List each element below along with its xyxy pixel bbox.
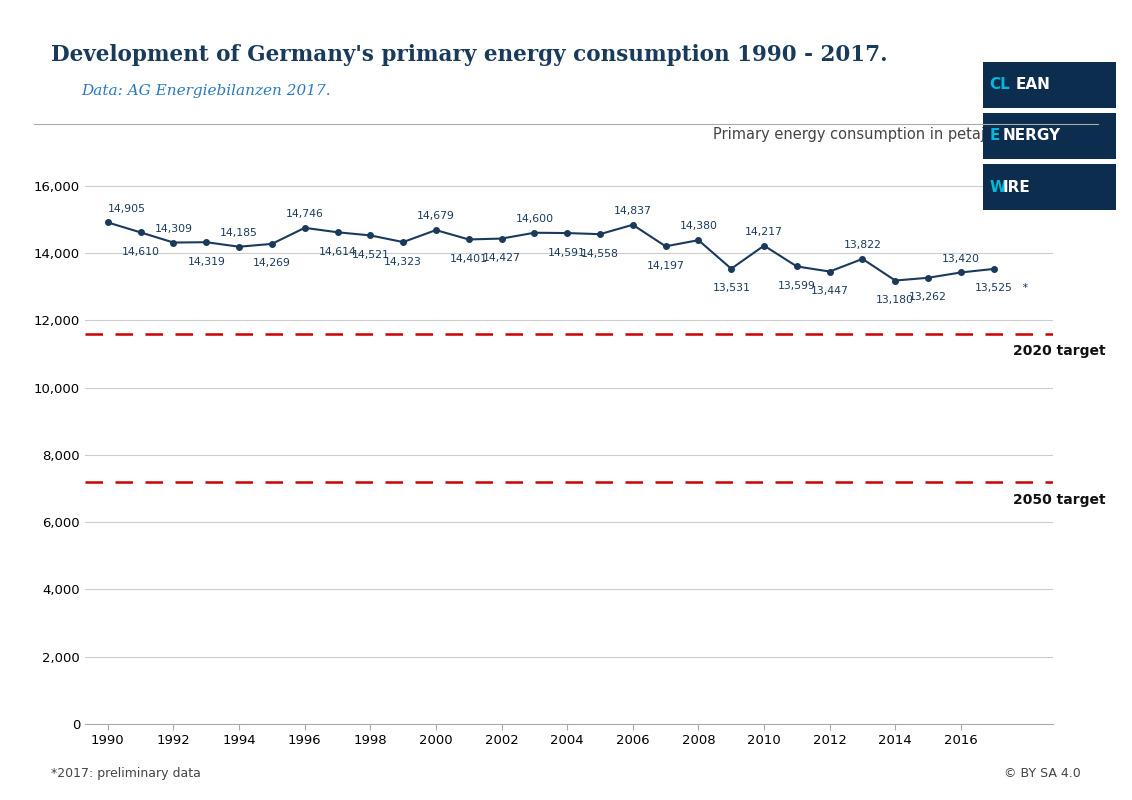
Text: Data: AG Energiebilanzen 2017.: Data: AG Energiebilanzen 2017. [82, 84, 332, 98]
Text: 13,531: 13,531 [712, 283, 751, 293]
Text: © BY SA 4.0: © BY SA 4.0 [1004, 767, 1081, 780]
Text: 14,401: 14,401 [449, 254, 488, 264]
Text: 13,822: 13,822 [843, 240, 882, 250]
Text: 14,558: 14,558 [581, 249, 619, 258]
Text: 14,679: 14,679 [417, 211, 455, 222]
Text: 14,837: 14,837 [614, 206, 652, 216]
Text: Primary energy consumption in petajoules (PJ): Primary energy consumption in petajoules… [712, 126, 1053, 142]
Text: 14,610: 14,610 [121, 247, 160, 257]
Text: 14,197: 14,197 [646, 261, 685, 270]
Text: 14,905: 14,905 [108, 204, 146, 214]
Text: W: W [989, 180, 1006, 194]
Text: 13,525: 13,525 [975, 283, 1013, 294]
Text: NERGY: NERGY [1003, 129, 1061, 143]
Text: 14,380: 14,380 [679, 222, 718, 231]
Text: E: E [989, 129, 1000, 143]
Text: 13,262: 13,262 [909, 292, 947, 302]
Text: 14,591: 14,591 [548, 247, 586, 258]
Text: 14,269: 14,269 [252, 258, 291, 268]
Text: 14,746: 14,746 [285, 209, 324, 219]
Text: 14,614: 14,614 [318, 246, 357, 257]
Text: *2017: preliminary data: *2017: preliminary data [51, 767, 200, 780]
Text: 14,319: 14,319 [188, 257, 225, 266]
Text: 14,323: 14,323 [384, 257, 422, 266]
Text: 2020 target: 2020 target [1013, 345, 1106, 358]
Text: 14,521: 14,521 [351, 250, 389, 260]
Text: 14,427: 14,427 [482, 253, 521, 263]
Text: CL: CL [989, 78, 1010, 92]
Text: 13,180: 13,180 [876, 295, 915, 305]
Text: 13,420: 13,420 [942, 254, 980, 263]
Text: 14,217: 14,217 [745, 226, 783, 237]
Text: 14,600: 14,600 [515, 214, 554, 224]
Text: 14,309: 14,309 [154, 224, 192, 234]
Text: 14,185: 14,185 [220, 228, 258, 238]
Text: *: * [1019, 283, 1028, 294]
Text: 13,447: 13,447 [811, 286, 849, 296]
Text: 2050 target: 2050 target [1013, 493, 1106, 506]
Text: 13,599: 13,599 [778, 281, 816, 291]
Text: EAN: EAN [1015, 78, 1050, 92]
Text: IRE: IRE [1003, 180, 1030, 194]
Text: Development of Germany's primary energy consumption 1990 - 2017.: Development of Germany's primary energy … [51, 44, 887, 66]
